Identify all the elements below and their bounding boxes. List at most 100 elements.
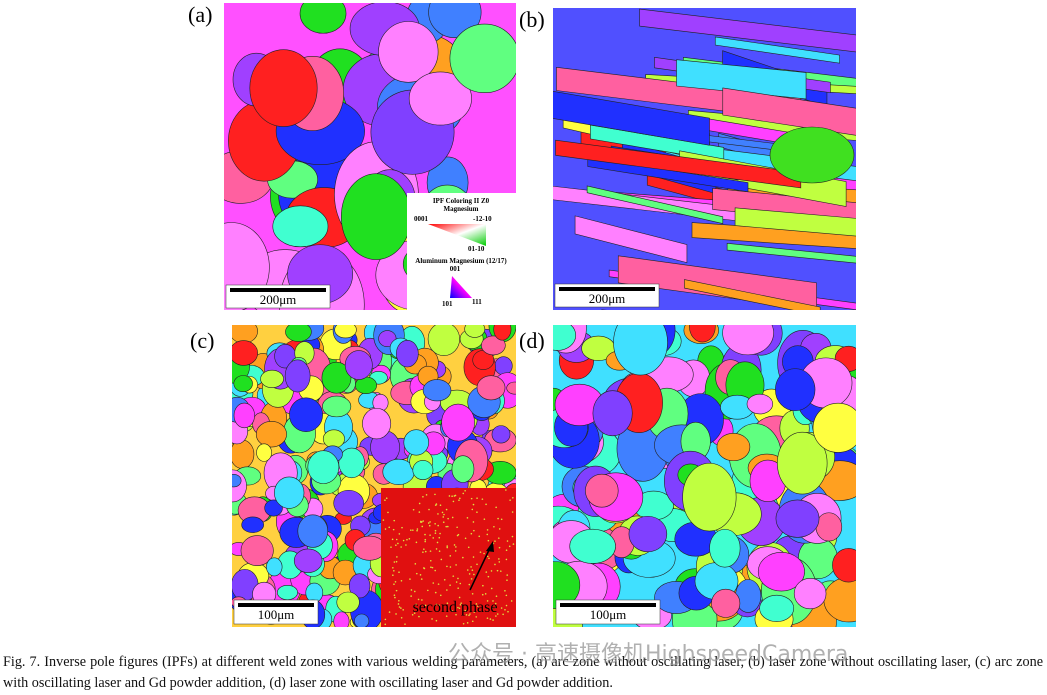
particle [393,594,396,596]
particle [494,563,496,566]
particle [437,513,439,515]
particle [424,550,427,553]
particle [398,533,401,535]
grain [333,611,350,627]
particle [508,545,511,548]
particle [511,511,514,513]
scale-bar: 100μm [233,599,319,625]
particle [486,555,489,558]
particle [455,564,457,566]
grain [340,173,412,260]
particle [475,616,478,618]
grain [491,425,511,444]
particle [491,607,493,610]
scale-label: 200μm [589,291,626,306]
particle [432,582,435,584]
particle [398,600,400,602]
particle [442,521,445,524]
particle [470,578,473,580]
particle [435,603,438,606]
particle [469,613,471,615]
particle [416,529,418,532]
particle [411,613,414,616]
particle [471,508,474,511]
particle [418,615,420,618]
scale-bar: 200μm [225,284,331,309]
particle [458,499,460,501]
particle [393,519,396,522]
grain [628,515,668,553]
particle [467,546,470,549]
particle [472,556,475,558]
particle [512,496,514,499]
grain [775,499,820,538]
particle [482,584,484,587]
particle [473,529,475,532]
grain [354,613,370,627]
grain [823,576,856,623]
grain [476,375,506,401]
particle [448,495,451,497]
particle [394,581,397,583]
particle [502,613,504,616]
particle [507,610,509,613]
particle [504,609,506,611]
particle [435,503,438,505]
legend-corner: -12-10 [473,215,492,223]
particle [457,606,459,609]
particle [494,606,497,609]
particle [401,526,403,529]
grain [338,447,365,479]
particle [492,600,494,602]
micrograph: second phase [232,325,516,627]
panel-label: (a) [188,2,212,27]
particle [497,517,499,520]
grain [289,397,323,432]
grain [592,390,633,437]
particle [392,574,394,576]
particle [459,603,462,606]
particle [505,604,508,607]
particle [429,534,431,536]
particle [400,607,402,609]
particle [400,580,403,582]
particle [445,525,448,528]
grain [285,325,312,342]
particle [494,602,497,605]
grain [506,381,516,395]
particle [415,603,417,606]
particle [442,516,445,518]
grain [746,393,774,415]
particle [505,594,508,597]
micrograph [553,325,856,627]
grain [352,535,387,561]
particle [510,600,513,602]
particle [512,543,515,545]
particle [456,534,459,537]
particle [468,614,470,617]
particle [424,538,427,541]
particle [465,614,468,616]
particle [462,492,465,495]
particle [435,619,438,622]
grain [553,325,577,351]
grain [711,588,741,618]
grain [777,431,828,495]
particle [424,604,427,607]
particle [384,499,386,501]
grain [422,379,452,402]
particle [486,600,489,602]
grain [232,340,258,366]
particle [504,589,506,592]
grain [451,455,475,483]
grain [553,90,710,146]
particle [490,587,493,590]
particle [384,623,387,626]
particle [497,537,500,539]
grain [336,591,360,613]
particle [486,533,489,536]
particle [387,511,389,514]
grain [555,139,802,189]
overlay: (a) (b) (c) (d) IPF Coloring II Z0 Magne… [188,2,661,625]
inset-label: second phase [413,599,498,616]
